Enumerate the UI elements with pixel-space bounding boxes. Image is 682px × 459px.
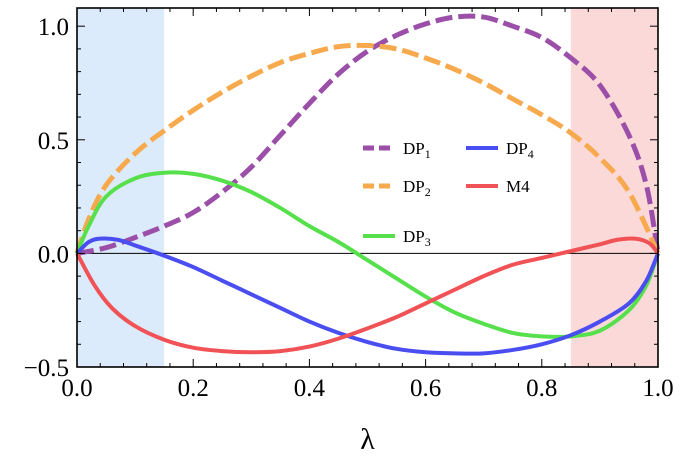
x-tick-label: 1.0 [642, 375, 673, 402]
legend: DP1 DP4 DP2 M4 DP3 [363, 139, 534, 249]
legend-label-m4: M4 [506, 177, 530, 196]
x-tick-label: 0.6 [410, 375, 441, 402]
y-tick-label: 0.0 [38, 241, 69, 268]
series-line-dp3 [75, 170, 660, 339]
x-tick-label: 0.0 [61, 375, 92, 402]
x-tick-label: 0.4 [294, 375, 326, 402]
series-line-dp1 [76, 13, 661, 256]
series-line-dp4 [75, 236, 660, 356]
series-line-m4 [75, 236, 660, 355]
x-tick-label: 0.8 [526, 375, 557, 402]
axis-ticks: 0.0 0.2 0.4 0.6 0.8 1.0−0.50.00.51.0 [24, 8, 674, 402]
legend-label-dp2: DP2 [403, 177, 431, 199]
plot-frame [76, 7, 659, 368]
x-tick-label: 0.2 [178, 375, 209, 402]
series-line-dp2 [74, 42, 661, 255]
legend-label-dp4: DP4 [506, 139, 534, 161]
y-tick-label: 0.5 [38, 128, 69, 155]
legend-label-dp1: DP1 [403, 139, 431, 161]
series-lines [74, 13, 661, 356]
y-tick-label: 1.0 [38, 14, 69, 41]
legend-label-dp3: DP3 [403, 227, 431, 249]
y-tick-label: −0.5 [24, 355, 69, 382]
x-axis-label: λ [360, 423, 375, 456]
